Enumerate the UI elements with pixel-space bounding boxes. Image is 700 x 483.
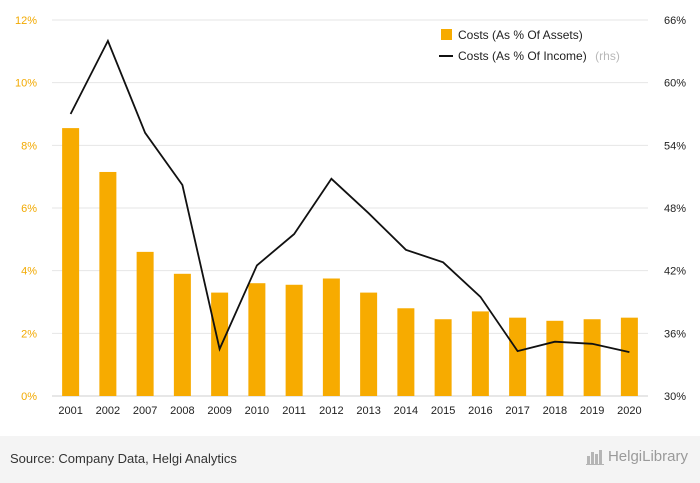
bar-2018	[546, 320, 564, 396]
y-left-tick: 12%	[15, 15, 37, 27]
y-left-tick: 0%	[21, 391, 37, 403]
chart: 0% 2% 4% 6% 8% 10% 12% 30% 36% 42% 48% 54% 60% 66% 200…	[15, 15, 686, 417]
x-tick: 2020	[617, 405, 641, 417]
x-tick: 2019	[580, 405, 604, 417]
x-tick: 2009	[207, 405, 231, 417]
brand-name: HelgiLibrary	[607, 448, 688, 465]
x-tick: 2013	[356, 405, 380, 417]
x-tick: 2017	[505, 405, 529, 417]
y-right-tick: 48%	[664, 203, 686, 215]
legend-swatch-bar	[441, 29, 452, 40]
legend-label-line: Costs (As % Of Income) (rhs)	[458, 47, 620, 64]
bar-2012	[322, 278, 340, 396]
bar-2017	[509, 317, 527, 396]
bar-2007	[136, 251, 154, 396]
bar-2011	[285, 284, 303, 396]
footer	[0, 436, 700, 483]
city-skyline-icon	[585, 449, 604, 465]
bar-2013	[360, 292, 378, 396]
y-right-tick: 30%	[664, 391, 686, 403]
legend-label-line-suffix: (rhs)	[595, 49, 620, 63]
y-right-tick: 36%	[664, 328, 686, 340]
bar-2009	[211, 292, 229, 396]
y-right-tick: 60%	[664, 78, 686, 90]
x-tick: 2014	[394, 405, 418, 417]
x-tick: 2015	[431, 405, 455, 417]
bar-2010	[248, 283, 266, 396]
y-right-tick: 54%	[664, 140, 686, 152]
bar-2020	[620, 317, 638, 396]
legend: Costs (As % Of Assets) Costs (As % Of In…	[439, 28, 620, 64]
bar-2016	[471, 311, 489, 396]
y-left-tick: 8%	[21, 140, 37, 152]
x-tick: 2011	[282, 405, 306, 417]
axis-ticks: 0% 2% 4% 6% 8% 10% 12% 30% 36% 42% 48% 54% 60% 66% 200…	[15, 15, 686, 417]
y-left-tick: 6%	[21, 203, 37, 215]
source-note: Source: Company Data, Helgi Analytics	[10, 451, 237, 466]
brand-logo[interactable]: HelgiLibrary	[585, 448, 688, 465]
legend-label-bar: Costs (As % Of Assets)	[458, 28, 583, 42]
y-right-tick: 66%	[664, 15, 686, 27]
x-tick: 2018	[543, 405, 567, 417]
line-costs-income	[69, 38, 630, 353]
bar-2014	[397, 308, 415, 396]
y-left-tick: 4%	[21, 266, 37, 278]
y-left-tick: 2%	[21, 328, 37, 340]
x-tick: 2007	[133, 405, 157, 417]
x-tick: 2008	[170, 405, 194, 417]
x-tick: 2016	[468, 405, 492, 417]
bar-2001	[62, 128, 80, 396]
legend-label-line-name: Costs (As % Of Income)	[458, 49, 587, 63]
bar-2008	[173, 273, 191, 396]
bar-2002	[99, 171, 117, 396]
bar-series	[62, 128, 638, 396]
y-right-tick: 42%	[664, 266, 686, 278]
bar-2015	[434, 319, 452, 396]
x-tick: 2001	[58, 405, 82, 417]
x-tick: 2012	[319, 405, 343, 417]
x-tick: 2002	[96, 405, 120, 417]
x-tick: 2010	[245, 405, 269, 417]
bar-2019	[583, 319, 601, 396]
y-left-tick: 10%	[15, 78, 37, 90]
line-series	[69, 38, 630, 353]
